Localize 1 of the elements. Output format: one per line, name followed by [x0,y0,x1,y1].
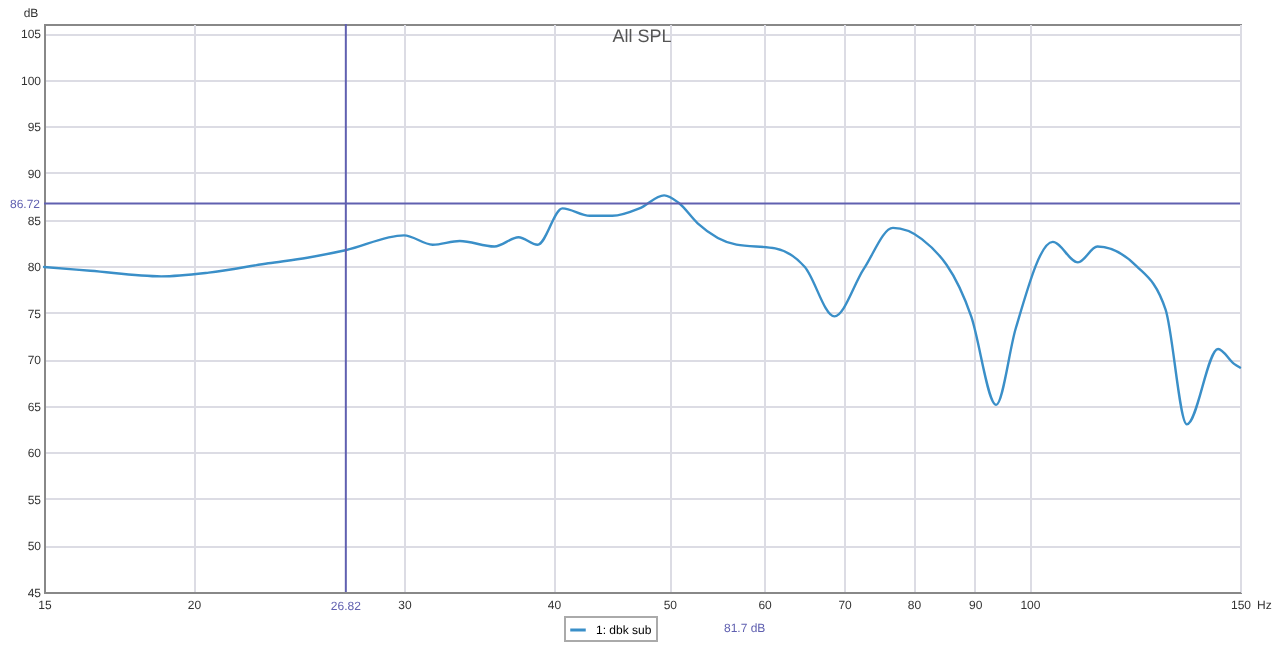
chart-title: All SPL [612,26,672,46]
